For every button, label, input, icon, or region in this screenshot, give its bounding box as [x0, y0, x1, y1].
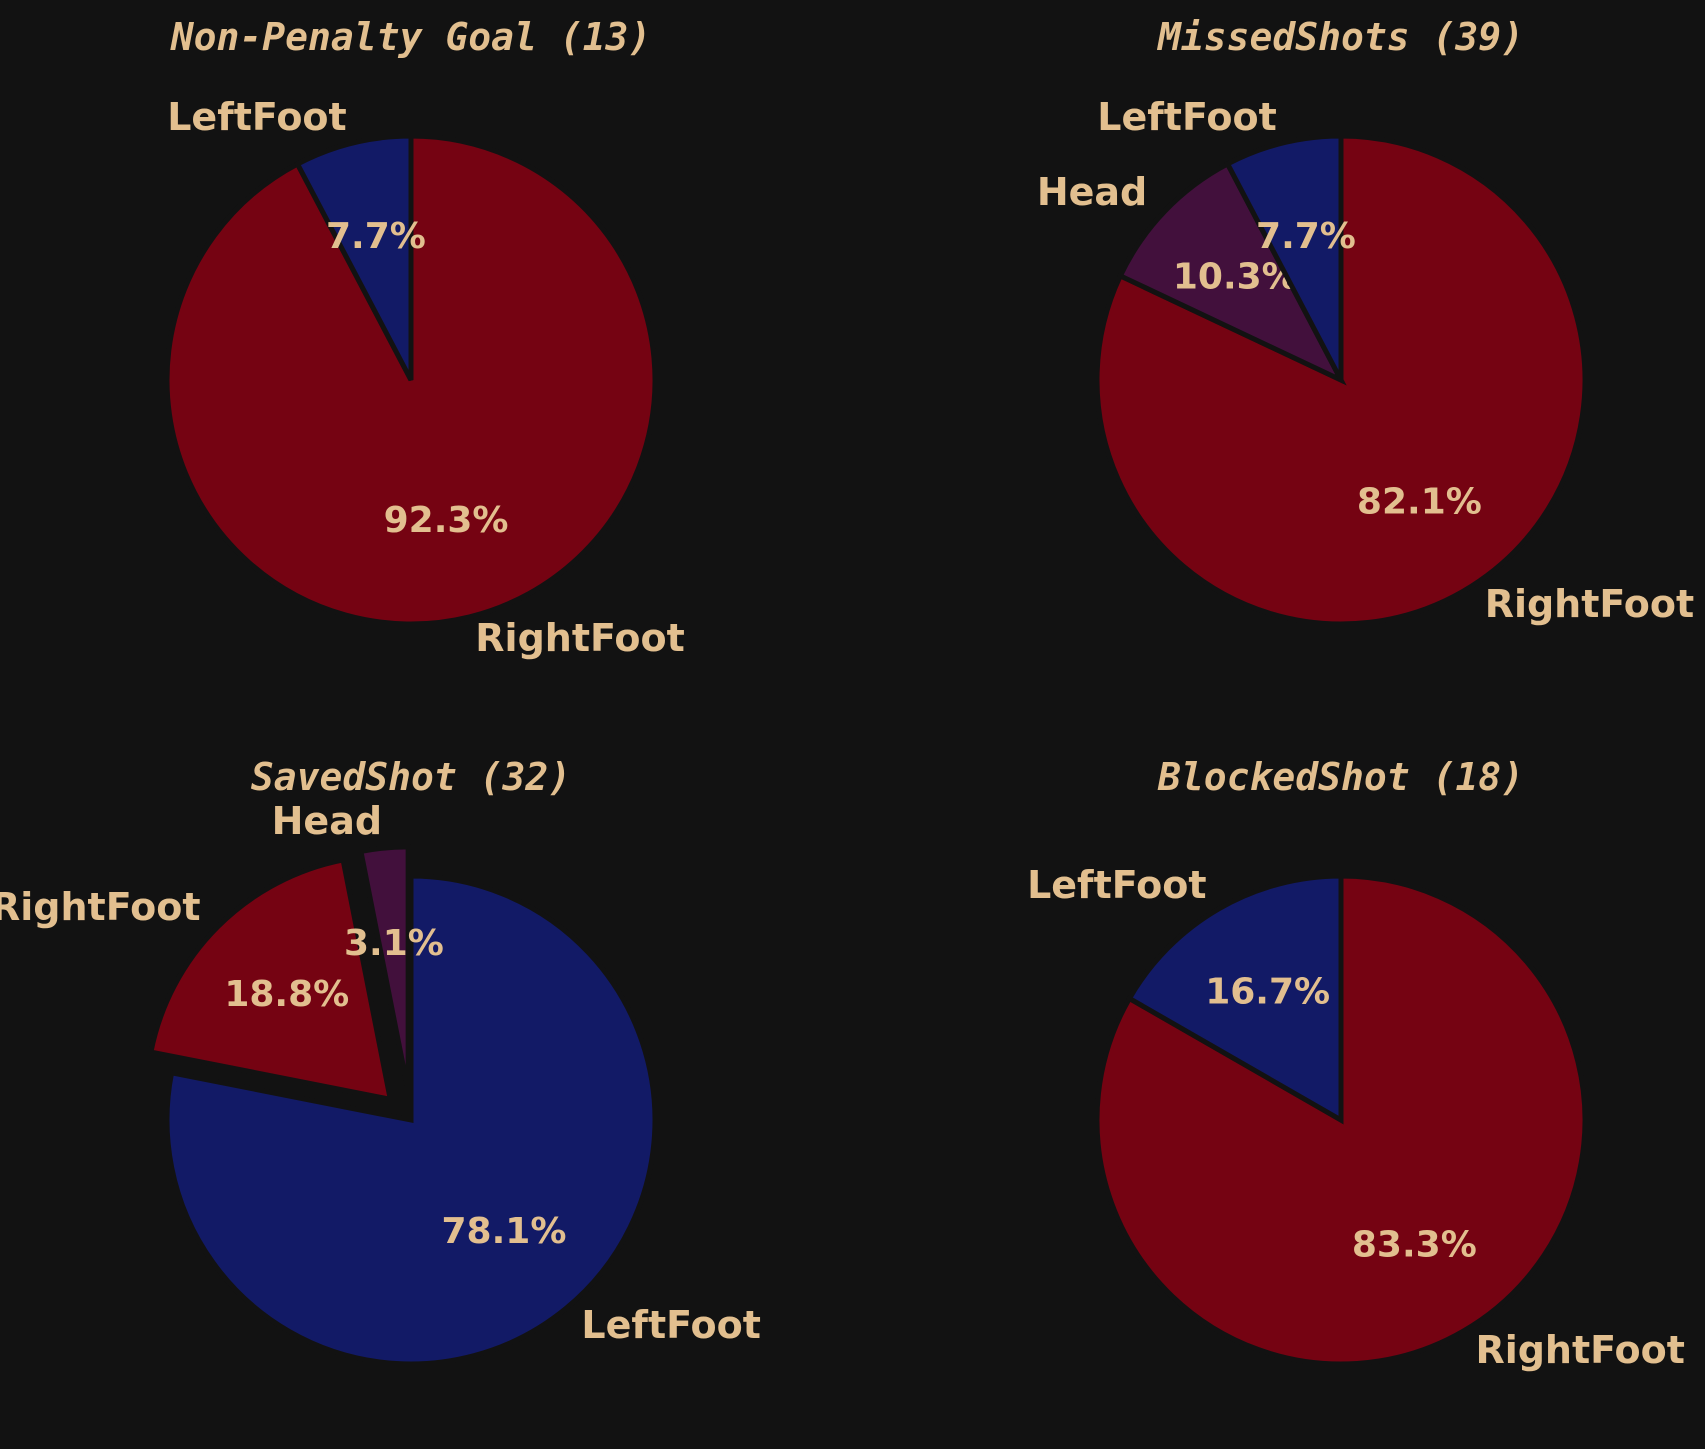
slice-percent-label: 78.1%: [442, 1211, 567, 1252]
slice-percent-label: 82.1%: [1357, 482, 1482, 523]
pie-slice-rightfoot: [147, 856, 394, 1103]
chart-title: SavedShot (32): [251, 755, 571, 799]
pie-slice-leftfoot: [1126, 873, 1344, 1125]
slice-percent-label: 83.3%: [1352, 1225, 1477, 1266]
pie-slice-leftfoot: [294, 133, 414, 382]
slice-label-rightfoot: RightFoot: [475, 616, 685, 660]
slice-percent-label: 7.7%: [1256, 216, 1356, 257]
chart-title: MissedShots (39): [1156, 15, 1524, 59]
pie-slice-head: [1117, 160, 1347, 386]
slice-label-rightfoot: RightFoot: [0, 885, 201, 929]
slice-label-leftfoot: LeftFoot: [1027, 863, 1206, 907]
slice-percent-label: 92.3%: [384, 500, 509, 541]
slice-label-leftfoot: LeftFoot: [581, 1303, 760, 1347]
slice-label-rightfoot: RightFoot: [1475, 1328, 1685, 1372]
pie-chart-3: SavedShot (32) LeftFoot 78.1% RightFoot 18.8…: [0, 755, 761, 1367]
slice-label-head: Head: [272, 799, 382, 843]
pie-chart-4: BlockedShot (18) RightFoot 83.3% LeftFoot 16…: [1027, 755, 1685, 1372]
chart-title: BlockedShot (18): [1157, 755, 1524, 799]
pie-chart-2: MissedShots (39) RightFoot 82.1% Head 10.3% L…: [1037, 15, 1695, 627]
slice-percent-label: 10.3%: [1173, 257, 1298, 298]
pie-slice-leftfoot: [164, 873, 658, 1367]
slice-percent-label: 3.1%: [344, 923, 444, 964]
slice-label-leftfoot: LeftFoot: [1097, 95, 1276, 139]
chart-title: Non-Penalty Goal (13): [170, 15, 651, 59]
pie-slice-head: [357, 844, 411, 1092]
pie-slice-rightfoot: [1094, 873, 1588, 1367]
pie-chart-1: Non-Penalty Goal (13) RightFoot 92.3% LeftF…: [164, 15, 685, 660]
slice-percent-label: 16.7%: [1205, 971, 1330, 1012]
slice-label-rightfoot: RightFoot: [1485, 582, 1695, 626]
pie-slice-leftfoot: [1224, 133, 1344, 382]
slice-label-head: Head: [1037, 170, 1147, 214]
slice-percent-label: 7.7%: [326, 216, 426, 257]
slice-label-leftfoot: LeftFoot: [167, 95, 346, 139]
slice-percent-label: 18.8%: [224, 974, 349, 1015]
